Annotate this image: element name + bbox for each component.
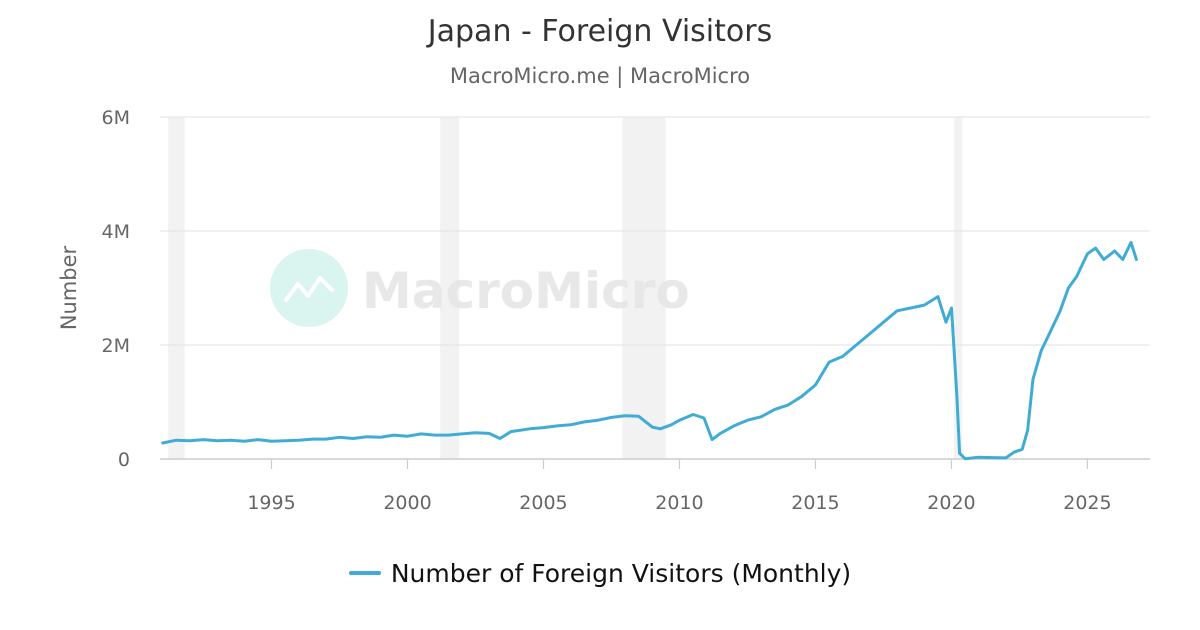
x-tick-label: 2010 <box>655 492 703 514</box>
y-axis-ticks: 0 2M 4M 6M <box>102 107 130 471</box>
recession-band-2 <box>622 117 666 459</box>
recession-bands <box>168 117 963 459</box>
chart-title: Japan - Foreign Visitors <box>427 14 773 49</box>
y-tick-label: 6M <box>102 107 130 129</box>
recession-band-3 <box>954 117 963 459</box>
y-tick-label: 2M <box>102 335 130 357</box>
legend-label: Number of Foreign Visitors (Monthly) <box>390 558 852 588</box>
recession-band-0 <box>168 117 185 459</box>
x-tick-label: 2020 <box>927 492 975 514</box>
legend-item-foreign-visitors[interactable]: Number of Foreign Visitors (Monthly) <box>348 558 852 588</box>
x-tick-label: 2000 <box>383 492 431 514</box>
watermark-icon-stroke <box>284 276 334 302</box>
x-tick-label: 2015 <box>791 492 839 514</box>
legend-swatch <box>348 571 381 575</box>
chart-subtitle: MacroMicro.me | MacroMicro <box>449 64 751 88</box>
y-axis-label: Number <box>57 245 81 330</box>
x-tick-label: 2025 <box>1063 492 1111 514</box>
y-tick-label: 0 <box>118 449 130 471</box>
x-tick-label: 1995 <box>247 492 295 514</box>
y-tick-label: 4M <box>102 221 130 243</box>
watermark-text: MacroMicro <box>362 262 690 320</box>
chart-trend-icon <box>270 249 348 327</box>
recession-band-1 <box>440 117 460 459</box>
watermark: MacroMicro <box>270 249 690 327</box>
x-tick-label: 2005 <box>519 492 567 514</box>
gridlines <box>160 116 1150 346</box>
series-lines <box>161 240 1138 461</box>
legend: Number of Foreign Visitors (Monthly) <box>0 552 1200 588</box>
series-line-0[interactable] <box>161 240 1138 461</box>
x-axis-ticks: 1995 2000 2005 2010 2015 2020 2025 <box>247 459 1112 514</box>
